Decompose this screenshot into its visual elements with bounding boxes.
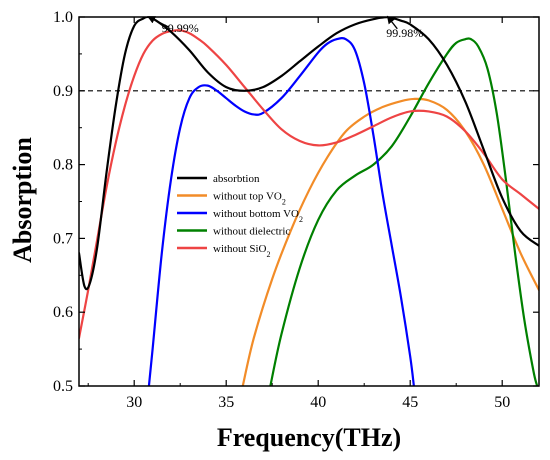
plot-frame — [78, 16, 540, 387]
annotation-arrow — [386, 15, 398, 30]
y-axis-label: Absorption — [8, 137, 37, 263]
y-tick-label: 0.6 — [53, 304, 73, 321]
legend-entry: without bottom VO2 — [213, 208, 303, 224]
series-line-without-bottom-vo2 — [147, 37, 415, 386]
y-tick-label: 0.9 — [53, 83, 73, 100]
y-tick-label: 0.7 — [53, 230, 73, 247]
legend-entry: without dielectric — [213, 226, 290, 238]
series-line-without-dielectric — [269, 37, 539, 386]
legend-subscript: 2 — [282, 197, 286, 206]
x-tick-label: 35 — [218, 394, 234, 411]
series-line-without-top-vo2 — [241, 97, 539, 386]
legend-entry: absorbtion — [213, 173, 260, 185]
axes-layer: 30 35 40 45 50 0.5 0.6 0.7 0.8 0.9 1.0 — [53, 9, 539, 411]
x-tick-label: 30 — [126, 394, 142, 411]
y-tick-label: 0.8 — [53, 157, 73, 174]
annotations-layer: 99.99% 99.98% — [147, 15, 423, 40]
legend-subscript: 2 — [299, 215, 303, 224]
x-tick-label: 50 — [494, 394, 510, 411]
x-tick-label: 45 — [402, 394, 418, 411]
series-line-without-sio2 — [79, 29, 539, 340]
annotation-label: 99.98% — [386, 26, 423, 40]
series-line-absorbtion — [79, 17, 539, 291]
legend-entry: without SiO2 — [213, 243, 270, 259]
x-axis-label: Frequency(THz) — [217, 423, 401, 452]
annotation-arrow — [147, 16, 170, 28]
annotation-label: 99.99% — [162, 21, 199, 35]
y-tick-label: 1.0 — [53, 9, 73, 26]
legend-entry: without top VO2 — [213, 191, 286, 207]
legend-subscript: 2 — [266, 250, 270, 259]
x-tick-label: 40 — [310, 394, 326, 411]
y-tick-label: 0.5 — [53, 378, 73, 395]
series-layer — [79, 17, 539, 386]
